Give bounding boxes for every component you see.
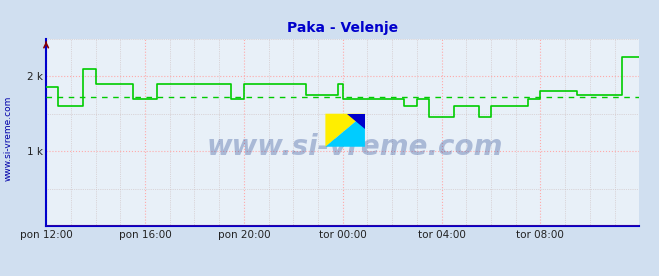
Text: www.si-vreme.com: www.si-vreme.com bbox=[206, 134, 503, 161]
Polygon shape bbox=[347, 114, 365, 129]
Polygon shape bbox=[326, 114, 365, 147]
Polygon shape bbox=[326, 114, 365, 147]
Text: www.si-vreme.com: www.si-vreme.com bbox=[3, 95, 13, 181]
Title: Paka - Velenje: Paka - Velenje bbox=[287, 21, 398, 35]
